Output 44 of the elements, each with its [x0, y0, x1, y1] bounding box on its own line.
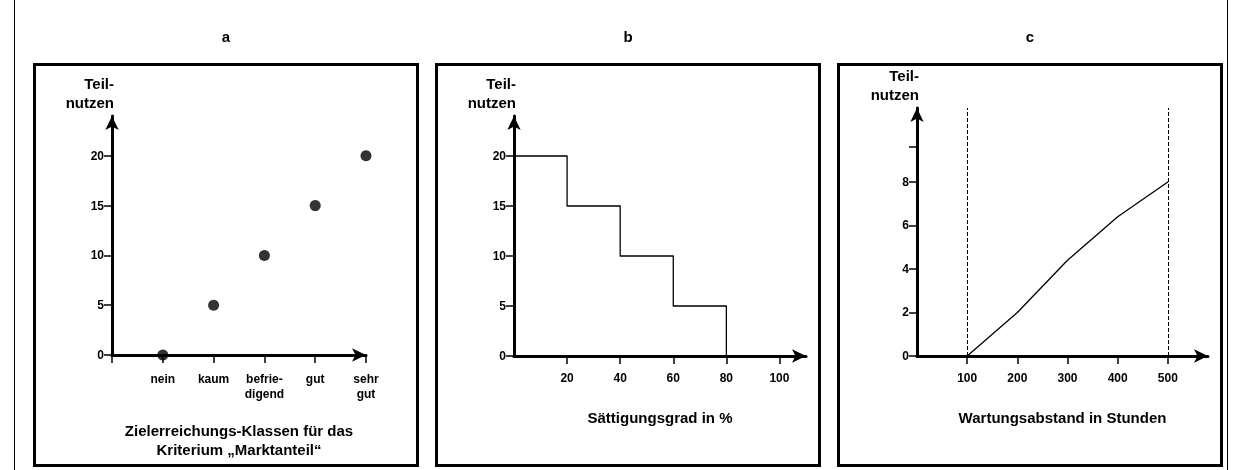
y-tick-label: 10 — [492, 249, 507, 263]
y-axis-title: Teil- nutzen — [870, 67, 919, 103]
y-tick-label: 0 — [499, 349, 507, 363]
x-axis-title: Zielerreichungs-Klassen für das Kriterium „Marktanteil“ — [124, 422, 354, 458]
x-tick-label: gut — [305, 371, 325, 386]
x-tick-label: sehr gut — [353, 371, 379, 401]
y-tick-label: 10 — [90, 248, 105, 263]
x-tick-label: kaum — [197, 371, 230, 386]
y-tick-label: 20 — [492, 149, 507, 163]
x-tick-label: 400 — [1107, 371, 1129, 385]
x-tick-label: nein — [150, 371, 176, 386]
y-tick-label: 5 — [499, 299, 507, 313]
point — [157, 349, 169, 361]
x-tick-label: 60 — [666, 371, 681, 385]
y-tick-label: 8 — [902, 174, 910, 189]
y-tick-label: 0 — [902, 349, 910, 363]
x-tick-label: 100 — [957, 371, 978, 385]
chart-title: a — [220, 28, 232, 45]
x-tick-label: befrie- digend — [244, 371, 285, 401]
point — [208, 299, 220, 311]
y-tick-label: 2 — [902, 305, 910, 320]
y-axis-title: Teil- nutzen — [65, 75, 114, 111]
y-tick-label: 20 — [90, 148, 105, 163]
y-axis-title: Teil- nutzen — [467, 75, 516, 111]
x-tick-label: 40 — [613, 371, 628, 385]
x-tick-label: 200 — [1007, 371, 1028, 385]
chart-title: c — [1024, 28, 1036, 45]
y-tick-label: 15 — [492, 199, 507, 213]
point — [309, 200, 321, 212]
x-tick-label: 500 — [1157, 371, 1179, 385]
point — [360, 150, 372, 162]
x-tick-label: 300 — [1057, 371, 1078, 385]
point — [258, 249, 270, 261]
chart-title: b — [622, 28, 634, 45]
y-tick-label: 4 — [902, 261, 910, 276]
x-tick-label: 20 — [560, 371, 575, 385]
y-tick-label: 0 — [97, 348, 105, 362]
x-axis-title: Wartungsabstand in Stunden — [958, 409, 1167, 426]
x-tick-label: 100 — [769, 371, 790, 385]
x-tick-label: 80 — [719, 371, 734, 385]
y-tick-label: 6 — [902, 218, 910, 233]
y-tick-label: 5 — [97, 298, 105, 313]
y-tick-label: 15 — [90, 198, 105, 213]
x-axis-title: Sättigungsgrad in % — [587, 409, 733, 426]
